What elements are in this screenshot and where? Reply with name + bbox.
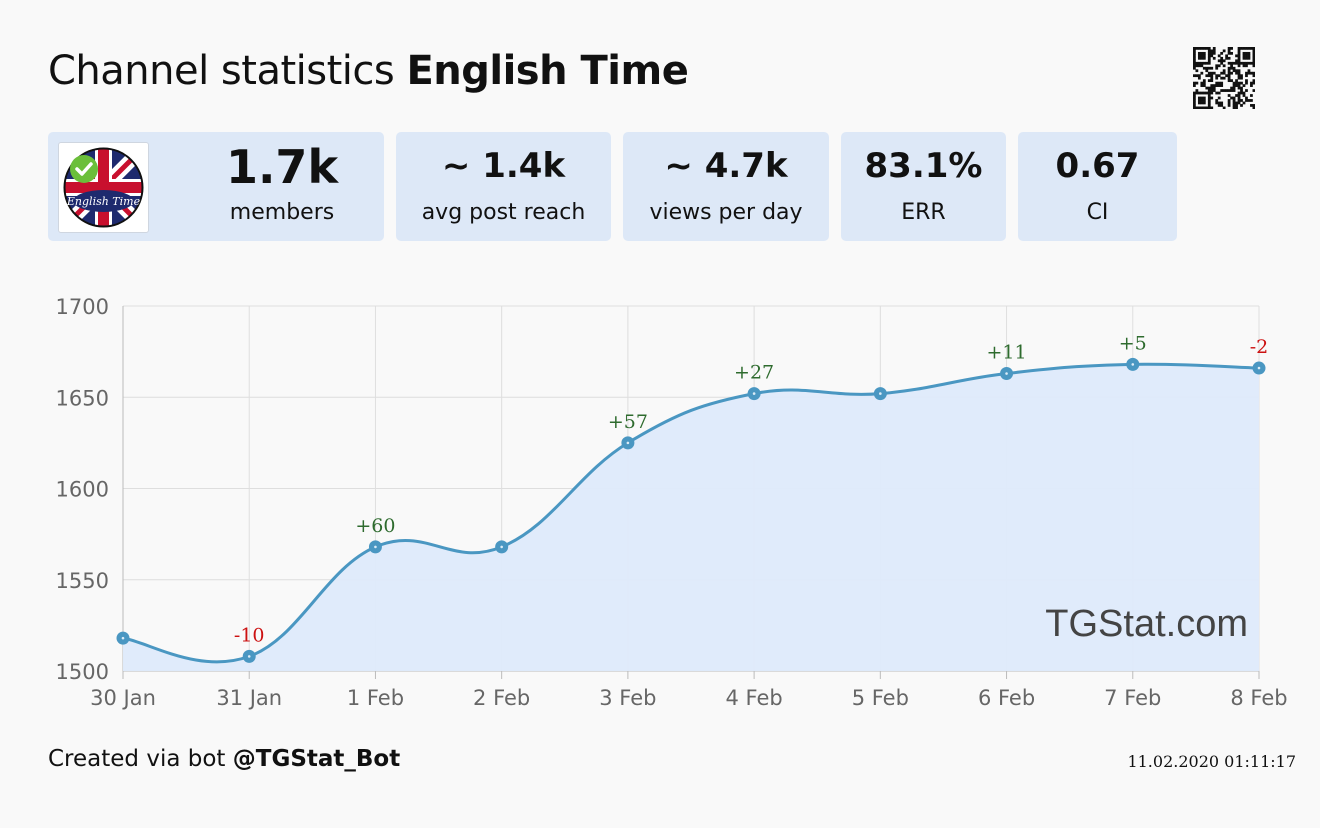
stat-card-reach: ~ 1.4k avg post reach: [396, 132, 611, 241]
y-tick-label: 1600: [56, 478, 109, 502]
x-tick-label: 1 Feb: [347, 686, 404, 710]
data-point-center: [1131, 363, 1135, 366]
stat-label: views per day: [649, 200, 803, 225]
data-point-center: [879, 392, 882, 395]
stat-value: 1.7k: [225, 140, 339, 194]
stat-value: ~ 4.7k: [664, 146, 788, 186]
data-point-center: [752, 392, 756, 395]
series-line: [122, 362, 1260, 664]
data-label: -2: [1250, 336, 1269, 358]
data-point-center: [1005, 372, 1008, 375]
channel-name: English Time: [406, 48, 689, 94]
stat-label: CI: [1086, 200, 1109, 225]
bot-link[interactable]: @TGStat_Bot: [232, 746, 401, 772]
data-point-center: [1257, 366, 1261, 370]
data-point-center: [626, 441, 630, 445]
stat-value: ~ 1.4k: [441, 146, 566, 186]
footer-credit: Created via bot @TGStat_Bot: [48, 746, 400, 772]
y-tick-label: 1700: [56, 295, 109, 319]
avatar-text: English Time: [66, 195, 141, 208]
x-tick-label: 4 Feb: [726, 686, 783, 710]
area-fill: [123, 364, 1259, 671]
data-label: +60: [355, 515, 395, 537]
stat-value: 0.67: [1055, 146, 1140, 186]
data-point-center: [500, 545, 503, 549]
x-tick-label: 3 Feb: [599, 686, 656, 710]
verified-check-icon: [70, 155, 98, 183]
x-tick-label: 2 Feb: [473, 686, 530, 710]
stat-card-members: English Time 1.7k members: [48, 132, 384, 241]
title-prefix: Channel statistics: [48, 48, 395, 94]
x-tick-label: 30 Jan: [90, 686, 156, 710]
qr-code-icon: [1193, 47, 1255, 109]
stat-value: 83.1%: [864, 146, 983, 186]
x-tick-label: 31 Jan: [216, 686, 282, 710]
x-tick-label: 8 Feb: [1230, 686, 1287, 710]
stat-label: avg post reach: [421, 200, 586, 225]
data-label: +57: [608, 411, 648, 433]
data-point-center: [374, 545, 377, 549]
y-tick-label: 1650: [56, 386, 109, 410]
data-point-center: [121, 636, 125, 640]
stat-label: ERR: [901, 200, 946, 225]
data-label: +5: [1119, 332, 1147, 354]
channel-avatar: English Time: [58, 142, 149, 233]
avatar-image: English Time: [63, 147, 144, 228]
members-chart: 1500 1550 1600 1650 1700 30 Jan 31 Jan 1 Feb 2 F…: [56, 295, 1288, 710]
stat-label: members: [229, 200, 335, 225]
stat-card-views: ~ 4.7k views per day: [623, 132, 829, 241]
watermark: TGStat.com: [1045, 603, 1248, 645]
data-label: +11: [987, 342, 1027, 364]
stat-card-err: 83.1% ERR: [841, 132, 1006, 241]
x-tick-label: 5 Feb: [852, 686, 909, 710]
x-tick-label: 6 Feb: [978, 686, 1035, 710]
page-title: Channel statistics English Time: [48, 48, 689, 94]
y-tick-label: 1500: [56, 660, 109, 684]
data-point-center: [247, 655, 251, 658]
footer-created-text: Created via bot: [48, 746, 226, 772]
x-tick-label: 7 Feb: [1104, 686, 1161, 710]
data-label: -10: [234, 624, 265, 646]
stat-card-ci: 0.67 CI: [1018, 132, 1177, 241]
data-label: +27: [734, 362, 774, 384]
timestamp: 11.02.2020 01:11:17: [1127, 752, 1296, 771]
y-tick-label: 1550: [56, 569, 109, 593]
